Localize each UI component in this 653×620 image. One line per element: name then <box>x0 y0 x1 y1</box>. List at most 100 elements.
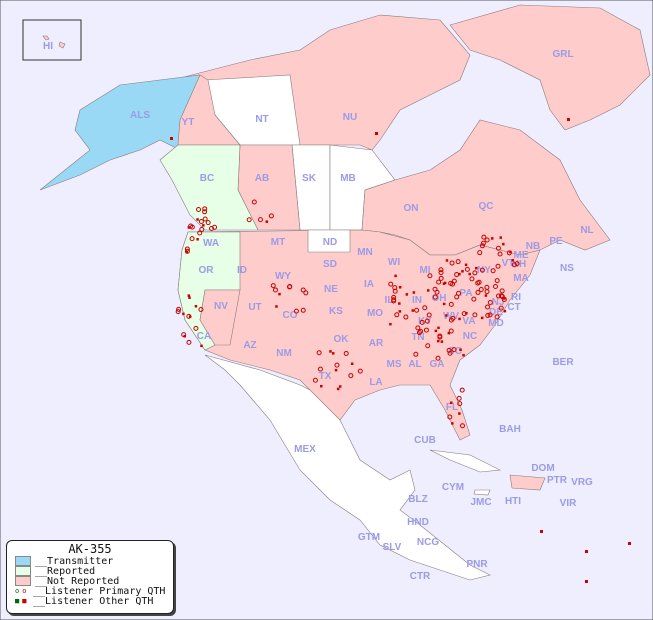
listener-other-marker <box>183 334 186 338</box>
region-label-ia: IA <box>364 279 374 290</box>
region-nv <box>199 289 241 346</box>
listener-primary-marker <box>303 290 309 296</box>
listener-primary-marker <box>497 251 503 257</box>
listener-primary-marker <box>492 283 498 289</box>
region-label-sd: SD <box>323 259 337 270</box>
listener-other-marker <box>442 302 446 306</box>
listener-primary-marker <box>448 301 454 307</box>
region-label-ct: CT <box>507 302 520 313</box>
listener-other-marker <box>585 550 588 553</box>
listener-other-marker <box>447 331 451 335</box>
listener-primary-marker <box>499 294 505 300</box>
listener-other-marker <box>196 238 199 241</box>
region-label-tn: TN <box>411 332 424 343</box>
listener-primary-marker <box>514 261 520 267</box>
listener-other-marker <box>437 326 440 330</box>
region-label-hi: HI <box>43 41 53 52</box>
listener-primary-marker <box>477 250 483 256</box>
listener-primary-marker <box>475 289 481 295</box>
listener-other-marker <box>394 274 397 278</box>
listener-primary-marker <box>287 284 293 290</box>
listener-primary-marker <box>188 223 194 229</box>
listener-other-marker <box>458 272 461 276</box>
listener-primary-marker <box>487 299 493 305</box>
listener-other-marker <box>445 259 449 262</box>
listener-primary-marker <box>471 296 477 302</box>
listener-other-marker <box>375 132 378 135</box>
listener-other-marker <box>182 312 185 316</box>
listener-primary-marker <box>193 325 199 331</box>
listener-primary-marker <box>413 351 419 357</box>
listener-other-marker <box>540 530 543 533</box>
listener-other-marker <box>200 344 203 348</box>
listener-primary-marker <box>312 377 318 383</box>
region-bc <box>159 144 259 231</box>
region-label-mb: MB <box>340 173 356 184</box>
listener-primary-marker <box>457 401 463 407</box>
listener-primary-marker <box>479 267 485 273</box>
listener-primary-marker <box>246 217 252 223</box>
region-label-ncg: NCG <box>417 537 439 548</box>
region-label-ca: CA <box>197 331 211 342</box>
listener-primary-marker <box>454 272 460 278</box>
region-label-ns: NS <box>560 263 574 274</box>
listener-primary-marker <box>459 387 465 393</box>
listener-primary-marker <box>432 294 438 300</box>
region-label-in: IN <box>412 295 422 306</box>
listener-primary-marker <box>202 216 208 222</box>
listener-primary-marker <box>438 267 444 273</box>
listener-primary-marker <box>293 308 299 314</box>
listener-primary-marker <box>485 312 491 318</box>
region-label-nm: NM <box>276 348 292 359</box>
listener-primary-marker <box>198 219 204 225</box>
region-label-ctr: CTR <box>410 571 431 582</box>
listener-other-marker <box>188 296 191 300</box>
listener-primary-marker <box>484 289 490 295</box>
listener-primary-marker <box>426 312 432 318</box>
region-label-ut: UT <box>248 302 261 313</box>
region-label-nb: NB <box>526 241 540 252</box>
transmitter-swatch <box>15 556 31 566</box>
listener-other-marker <box>411 309 415 312</box>
listener-primary-marker <box>422 305 428 311</box>
region-label-on: ON <box>404 203 419 214</box>
listener-other-marker <box>458 412 461 415</box>
listener-primary-marker <box>416 330 422 336</box>
region-label-or: OR <box>199 265 215 276</box>
listener-other-marker <box>509 250 512 254</box>
listener-other-marker <box>567 118 570 121</box>
listener-other-marker <box>628 542 631 545</box>
region-label-co: CO <box>283 310 298 321</box>
region-label-ok: OK <box>334 334 350 345</box>
region-label-gtm: GTM <box>358 532 380 543</box>
listener-primary-marker <box>424 318 430 324</box>
listener-primary-marker <box>446 347 452 353</box>
region-label-mex: MEX <box>294 444 316 455</box>
listener-primary-marker <box>478 286 484 292</box>
listener-primary-marker <box>257 217 263 223</box>
region-label-qc: QC <box>479 201 494 212</box>
listener-primary-marker <box>469 276 475 282</box>
listener-other-marker <box>398 302 401 305</box>
listener-primary-marker <box>438 275 444 281</box>
listener-primary-marker <box>498 305 504 311</box>
listener-primary-marker <box>459 423 465 429</box>
listener-dots <box>170 118 631 583</box>
legend-listener-other: ■ ■ __Listener Other QTH <box>15 596 173 607</box>
region-label-mi: MI <box>419 265 430 276</box>
listener-other-marker <box>443 281 447 285</box>
legend-title: AK-355 <box>68 542 112 556</box>
region-label-vrg: VRG <box>571 477 593 488</box>
listener-primary-marker <box>343 350 349 356</box>
region-label-ptr: PTR <box>547 475 568 486</box>
region-label-hnd: HND <box>407 517 429 528</box>
listener-primary-marker <box>199 226 205 232</box>
listener-primary-marker <box>425 343 431 349</box>
listener-primary-marker <box>316 350 322 356</box>
listener-primary-marker <box>432 286 438 292</box>
region-label-bc: BC <box>200 173 214 184</box>
listener-primary-marker <box>176 306 182 312</box>
region-label-yt: YT <box>182 117 195 128</box>
listener-other-marker <box>502 242 505 246</box>
listener-other-marker <box>434 329 438 333</box>
